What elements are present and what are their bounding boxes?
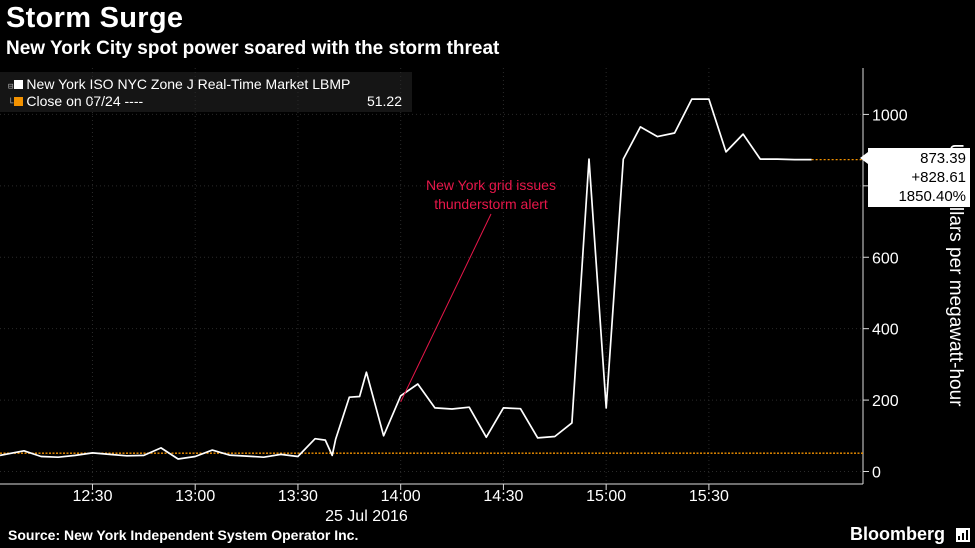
annotation-line-2: thunderstorm alert (434, 196, 548, 212)
x-tick-label: 13:30 (278, 488, 318, 505)
x-tick-label: 14:30 (483, 488, 523, 505)
brand-logo-text: Bloomberg (850, 524, 946, 544)
callout-change: +828.61 (911, 169, 966, 186)
chart-subtitle: New York City spot power soared with the… (6, 38, 500, 59)
last-value-callout: 873.39 +828.61 1850.40% (860, 148, 970, 207)
annotation-text: New York grid issues thunderstorm alert (381, 176, 601, 214)
x-axis-label: 25 Jul 2016 (325, 508, 408, 525)
y-tick-label: 0 (872, 465, 881, 482)
series-line (0, 98, 812, 460)
legend-series-entry[interactable]: ⊟ New York ISO NYC Zone J Real-Time Marke… (8, 75, 350, 93)
callout-percent: 1850.40% (898, 188, 966, 205)
annotation-pointer (400, 213, 492, 403)
y-tick-label: 600 (872, 250, 899, 267)
x-tick-label: 12:30 (72, 488, 112, 505)
callout-value: 873.39 (920, 150, 966, 167)
x-tick-label: 15:30 (689, 488, 729, 505)
tree-branch-icon: └ (8, 99, 14, 109)
chart-title: Storm Surge (6, 2, 184, 34)
legend-close-value: 51.22 (366, 93, 402, 109)
x-tick-label: 15:00 (586, 488, 626, 505)
y-tick-label: 200 (872, 393, 899, 410)
y-tick-label: 1000 (872, 107, 908, 124)
close-swatch-icon (14, 97, 24, 106)
legend: ⊟ New York ISO NYC Zone J Real-Time Marke… (0, 72, 412, 112)
y-tick-label: 400 (872, 322, 899, 339)
x-tick-label: 13:00 (175, 488, 215, 505)
legend-close-entry[interactable]: └ Close on 07/24 ---- (8, 92, 143, 110)
series-swatch-icon (14, 80, 24, 89)
legend-series-label: New York ISO NYC Zone J Real-Time Market… (26, 76, 351, 92)
legend-close-label: Close on 07/24 ---- (26, 93, 144, 109)
source-note: Source: New York Independent System Oper… (8, 527, 359, 543)
bloomberg-chart-icon (956, 528, 970, 542)
annotation-line-1: New York grid issues (426, 177, 556, 193)
collapse-toggle-icon[interactable]: ⊟ (8, 82, 14, 92)
x-tick-label: 14:00 (381, 488, 421, 505)
